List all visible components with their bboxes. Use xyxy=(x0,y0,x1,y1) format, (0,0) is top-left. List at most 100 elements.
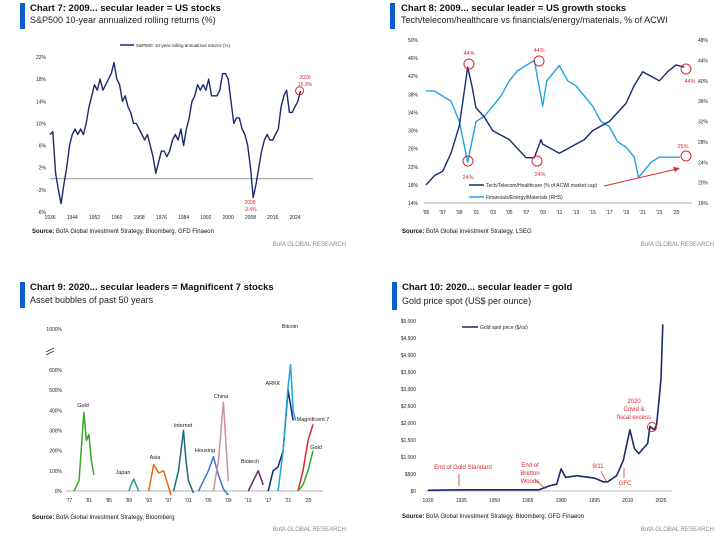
y-left-tick-label: 22% xyxy=(408,165,419,171)
x-tick-label: '25 xyxy=(305,498,312,504)
x-tick-label: '89 xyxy=(125,498,132,504)
annotation-label: End of Gold Standard xyxy=(434,465,492,471)
x-tick-label: '25 xyxy=(673,210,680,216)
chart-title: Chart 8: 2009... secular leader = US gro… xyxy=(401,3,627,14)
annotation-label: Covid & xyxy=(623,407,644,413)
annotation-label: 24% xyxy=(462,175,473,181)
y-tick-label: 2% xyxy=(39,166,47,172)
brand-footer: BofA GLOBAL RESEARCH xyxy=(640,527,714,533)
x-tick-label: '05 xyxy=(205,498,212,504)
y-left-tick-label: 50% xyxy=(408,38,419,44)
y-tick-label: $2,000 xyxy=(401,421,417,427)
x-tick-label: 1992 xyxy=(200,215,211,221)
x-tick-label: '03 xyxy=(489,210,496,216)
chart10-panel: Chart 10: 2020... secular leader = gold … xyxy=(364,270,728,540)
chart-source: Source: BofA Global Investment Strategy,… xyxy=(32,229,214,235)
x-tick-label: 2025 xyxy=(655,498,666,504)
y-left-tick-label: 42% xyxy=(408,74,419,80)
chart-source: Source: BofA Global Investment Strategy,… xyxy=(402,229,532,235)
annotation-circle xyxy=(531,155,543,167)
y-tick-label: $1,500 xyxy=(401,438,417,444)
x-tick-label: '95 xyxy=(423,210,430,216)
series-label: Gold xyxy=(310,445,322,451)
x-tick-label: '21 xyxy=(639,210,646,216)
source-text: BofA Global Investment Strategy, Bloombe… xyxy=(56,229,214,235)
x-tick-label: '05 xyxy=(506,210,513,216)
x-tick-label: 2000 xyxy=(223,215,234,221)
x-tick-label: 1976 xyxy=(156,215,167,221)
series-line-housing xyxy=(197,455,229,496)
brand-footer: BofA GLOBAL RESEARCH xyxy=(272,242,346,248)
source-label: Source: xyxy=(32,229,55,235)
legend-label: Gold spot price ($/oz) xyxy=(480,325,528,331)
y-left-tick-label: 26% xyxy=(408,147,419,153)
brand-footer: BofA GLOBAL RESEARCH xyxy=(640,242,714,248)
y-tick-label: 22% xyxy=(36,55,47,61)
accent-bar xyxy=(390,3,395,29)
y-left-tick-label: 14% xyxy=(408,201,419,207)
axis-break-icon xyxy=(283,348,295,357)
y-right-tick-label: 28% xyxy=(698,140,709,146)
chart-title: Chart 7: 2009... secular leader = US sto… xyxy=(30,3,221,14)
y-tick-label: 200% xyxy=(49,449,62,455)
chart-subtitle: Asset bubbles of past 50 years xyxy=(30,295,154,305)
x-tick-label: '09 xyxy=(539,210,546,216)
x-tick-label: '07 xyxy=(523,210,530,216)
y-tick-label: 14% xyxy=(36,99,47,105)
accent-bar xyxy=(392,282,397,310)
annotation-circle xyxy=(680,150,692,162)
y-tick-label: 6% xyxy=(39,144,47,150)
series-label: ARKK xyxy=(266,381,281,387)
chart-subtitle: S&P500 10-year annualized rolling return… xyxy=(30,15,216,25)
series-label: Japan xyxy=(116,470,131,476)
y-tick-label: 400% xyxy=(49,408,62,414)
y-right-tick-label: 36% xyxy=(698,99,709,105)
x-tick-label: '11 xyxy=(556,210,562,216)
accent-bar xyxy=(20,3,25,29)
annotation-label: 15.9% xyxy=(298,82,313,88)
y-tick-label: 10% xyxy=(36,121,47,127)
x-tick-label: 1952 xyxy=(89,215,100,221)
annotation-label: 2026 xyxy=(299,75,310,81)
y-tick-label: 100% xyxy=(49,469,62,475)
y-tick-label: $3,000 xyxy=(401,387,417,393)
series-line-financials xyxy=(426,59,681,179)
annotation-label: End of xyxy=(521,463,539,469)
series-label: Bitcoin xyxy=(282,324,299,330)
annotation-label: 44% xyxy=(684,79,695,85)
y-left-tick-label: 18% xyxy=(408,183,419,189)
y-tick-label: $500 xyxy=(405,472,416,478)
series-line-asia xyxy=(147,464,172,496)
x-tick-label: 1980 xyxy=(556,498,567,504)
x-tick-label: '17 xyxy=(606,210,613,216)
annotation-label: 44% xyxy=(533,48,544,54)
x-tick-label: '97 xyxy=(165,498,172,504)
x-tick-label: 2010 xyxy=(622,498,633,504)
chart7-panel: Chart 7: 2009... secular leader = US sto… xyxy=(0,0,364,270)
y-tick-label: 18% xyxy=(36,77,47,83)
x-tick-label: 1995 xyxy=(589,498,600,504)
chart-title: Chart 10: 2020... secular leader = gold xyxy=(402,282,573,293)
annotation-label: -3.4% xyxy=(243,207,257,213)
source-label: Source: xyxy=(402,229,425,235)
y-left-tick-label: 46% xyxy=(408,56,419,62)
series-line xyxy=(427,324,664,492)
axis-break-icon xyxy=(45,347,55,356)
annotation-circle xyxy=(463,58,475,70)
x-tick-label: '99 xyxy=(456,210,463,216)
accent-bar xyxy=(20,282,25,308)
y-tick-label: 600% xyxy=(49,368,62,374)
legend-label: Tech/Telecom/Healthcare (% of ACWI marke… xyxy=(486,183,597,189)
annotation-label: fiscal excess xyxy=(617,415,651,421)
y-right-tick-label: 32% xyxy=(698,120,709,126)
y-right-tick-label: 24% xyxy=(698,160,709,166)
y-right-tick-label: 20% xyxy=(698,181,709,187)
series-label: Internet xyxy=(174,423,193,429)
y-tick-label: 0% xyxy=(55,489,63,495)
annotation-label: GFC xyxy=(619,481,632,487)
y-right-tick-label: 16% xyxy=(698,201,709,207)
legend-label: S&P500: 10-year rolling annualized retur… xyxy=(136,43,231,48)
x-tick-label: 1944 xyxy=(67,215,78,221)
chart-source: Source: BofA Global Investment Strategy,… xyxy=(32,515,175,521)
series-line-japan xyxy=(128,478,140,492)
